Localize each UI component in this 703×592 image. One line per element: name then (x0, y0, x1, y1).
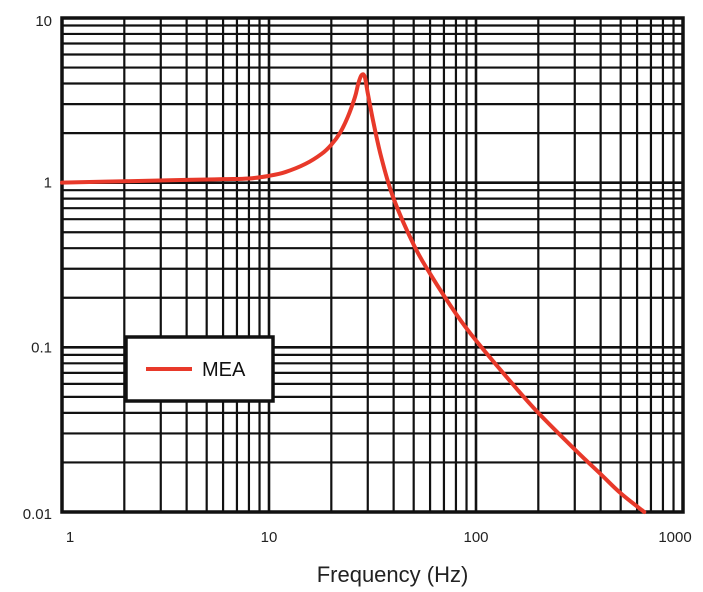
y-tick-label: 10 (35, 13, 52, 30)
y-tick-labels: 0.01 0.1 1 10 (23, 13, 52, 523)
x-tick-label: 1000 (658, 529, 691, 546)
legend: MEA (124, 335, 275, 403)
legend-label: MEA (202, 359, 246, 381)
y-tick-label: 0.01 (23, 506, 52, 523)
x-tick-labels: 1 10 100 1000 (66, 529, 692, 546)
y-tick-label: 0.1 (31, 339, 52, 356)
x-tick-label: 100 (463, 529, 488, 546)
plot-frame (60, 16, 685, 514)
series-group (60, 72, 647, 514)
x-tick-label: 1 (66, 529, 74, 546)
x-axis-title: Frequency (Hz) (317, 562, 469, 587)
y-tick-label: 1 (44, 175, 52, 192)
legend-box (124, 335, 275, 403)
x-tick-label: 10 (261, 529, 278, 546)
series-line-mea (60, 72, 647, 514)
